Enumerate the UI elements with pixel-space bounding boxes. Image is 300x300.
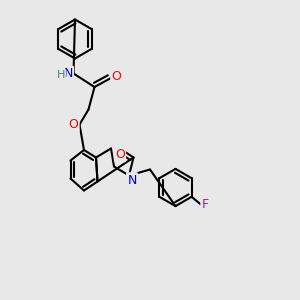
Text: O: O	[69, 118, 78, 131]
Text: N: N	[63, 67, 73, 80]
Text: H: H	[56, 70, 65, 80]
Text: N: N	[127, 173, 137, 187]
Text: O: O	[112, 70, 121, 83]
Text: O: O	[115, 148, 125, 161]
Text: F: F	[202, 198, 209, 211]
